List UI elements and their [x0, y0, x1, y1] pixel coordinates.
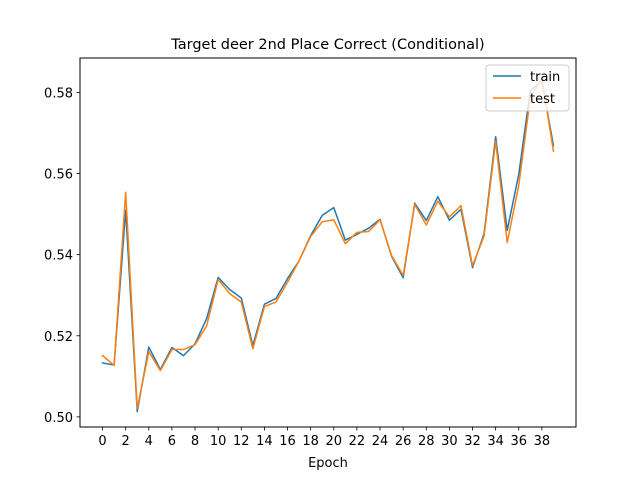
x-tick-label: 20 — [326, 434, 343, 449]
series-test — [101, 77, 555, 410]
data-point-test — [368, 231, 370, 233]
data-point-test — [333, 219, 335, 221]
data-point-test — [206, 325, 208, 327]
data-point-test — [310, 236, 312, 238]
data-point-test — [264, 306, 266, 308]
data-point-train — [368, 228, 370, 230]
data-point-test — [298, 260, 300, 262]
x-tick-label: 10 — [210, 434, 227, 449]
x-axis-label: Epoch — [308, 456, 348, 471]
data-point-train — [136, 411, 138, 413]
data-point-test — [171, 349, 173, 351]
data-point-test — [495, 141, 497, 143]
data-point-test — [379, 219, 381, 221]
legend: train test — [485, 64, 570, 112]
data-point-test — [125, 191, 127, 193]
x-tick-label: 34 — [487, 434, 504, 449]
legend-label-train: train — [530, 70, 560, 85]
data-point-test — [113, 365, 115, 367]
data-point-train — [518, 174, 520, 176]
data-point-train — [402, 277, 404, 279]
data-point-test — [460, 205, 462, 207]
data-point-test — [518, 185, 520, 187]
data-point-test — [102, 355, 104, 357]
legend-label-test: test — [530, 92, 555, 107]
x-tick-label: 12 — [233, 434, 250, 449]
y-tick-label: 0.56 — [44, 168, 73, 183]
data-point-test — [287, 281, 289, 283]
data-point-train — [229, 289, 231, 291]
data-point-test — [391, 255, 393, 257]
x-tick-label: 6 — [168, 434, 176, 449]
data-point-test — [148, 351, 150, 353]
data-point-train — [506, 230, 508, 232]
data-point-train — [171, 347, 173, 349]
x-tick-label: 14 — [256, 434, 273, 449]
x-tick-label: 18 — [302, 434, 319, 449]
y-axis: 0.50 0.52 0.54 0.56 0.58 — [44, 86, 80, 426]
data-point-test — [553, 150, 555, 152]
y-tick-label: 0.54 — [44, 249, 73, 264]
data-point-test — [136, 408, 138, 410]
x-tick-label: 26 — [395, 434, 412, 449]
x-tick-label: 16 — [279, 434, 296, 449]
data-point-train — [102, 362, 104, 364]
x-tick-label: 0 — [98, 434, 106, 449]
x-tick-label: 32 — [464, 434, 481, 449]
data-point-test — [194, 344, 196, 346]
data-point-train — [217, 277, 219, 279]
x-tick-label: 30 — [441, 434, 458, 449]
x-tick-label: 28 — [418, 434, 435, 449]
data-point-train — [240, 297, 242, 299]
data-point-test — [425, 224, 427, 226]
plot-frame — [79, 57, 577, 428]
data-point-test — [356, 232, 358, 234]
x-tick-label: 4 — [145, 434, 153, 449]
data-point-train — [321, 215, 323, 217]
data-point-train — [333, 207, 335, 209]
series-line-test — [101, 77, 555, 410]
x-tick-label: 22 — [349, 434, 366, 449]
data-point-test — [437, 200, 439, 202]
y-tick-label: 0.52 — [44, 330, 73, 345]
data-point-test — [449, 216, 451, 218]
data-point-train — [425, 220, 427, 222]
x-tick-label: 2 — [122, 434, 130, 449]
data-point-test — [240, 301, 242, 303]
data-point-train — [437, 196, 439, 198]
series-layer — [101, 77, 555, 413]
x-axis: 0 2 4 6 8 10 12 14 16 18 20 22 24 26 28 30 32 34 36 38 — [98, 427, 550, 449]
data-point-test — [506, 242, 508, 244]
data-point-test — [252, 348, 254, 350]
data-point-train — [148, 346, 150, 348]
data-point-train — [183, 355, 185, 357]
data-point-test — [183, 349, 185, 351]
x-tick-label: 8 — [191, 434, 199, 449]
data-point-train — [264, 303, 266, 305]
data-point-train — [275, 298, 277, 300]
data-point-train — [495, 136, 497, 138]
data-point-train — [345, 239, 347, 241]
data-point-test — [217, 279, 219, 281]
data-point-test — [414, 204, 416, 206]
data-point-train — [449, 219, 451, 221]
data-point-train — [472, 267, 474, 269]
y-tick-label: 0.58 — [44, 86, 73, 101]
data-point-test — [345, 243, 347, 245]
data-point-test — [321, 221, 323, 223]
data-point-train — [206, 318, 208, 320]
chart-title: Target deer 2nd Place Correct (Condition… — [170, 37, 484, 53]
data-point-test — [275, 301, 277, 303]
data-point-test — [229, 293, 231, 295]
x-tick-label: 24 — [372, 434, 389, 449]
data-point-test — [160, 370, 162, 372]
y-tick-label: 0.50 — [44, 411, 73, 426]
x-tick-label: 36 — [510, 434, 527, 449]
data-point-test — [472, 265, 474, 267]
data-point-test — [483, 235, 485, 237]
data-point-test — [402, 275, 404, 277]
data-point-train — [287, 278, 289, 280]
x-tick-label: 38 — [534, 434, 551, 449]
